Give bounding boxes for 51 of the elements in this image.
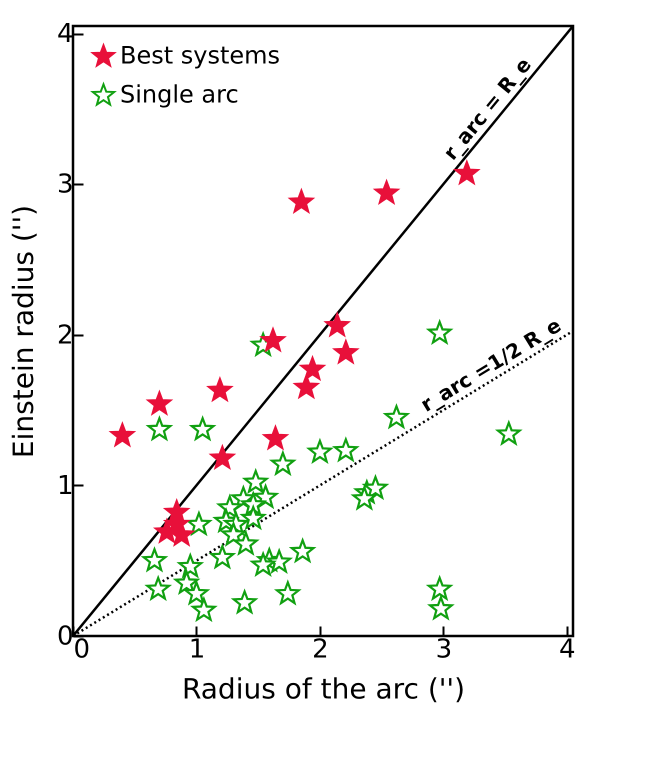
point (146, 576, 170, 600)
point (384, 405, 408, 428)
y-tick-label: 2 (56, 320, 74, 350)
point (234, 532, 258, 554)
point (294, 374, 318, 398)
point (261, 328, 285, 352)
legend-label: Best systems (120, 42, 280, 70)
x-axis-title: Radius of the arc ('') (182, 672, 466, 706)
point (164, 500, 189, 523)
point (290, 539, 315, 562)
point (300, 356, 324, 380)
point (267, 550, 292, 573)
y-tick-label: 4 (56, 19, 74, 50)
x-tick-label: 4 (559, 634, 576, 664)
point (147, 417, 172, 440)
point (110, 423, 134, 446)
y-axis-title: Einstein radius ('') (6, 204, 40, 458)
y-tick-label: 1 (56, 470, 74, 501)
point (210, 446, 234, 469)
point (276, 581, 300, 604)
point (208, 378, 232, 401)
point (374, 180, 399, 204)
point (251, 552, 276, 576)
point (232, 590, 257, 614)
point (289, 190, 314, 213)
point (454, 161, 479, 184)
point (222, 522, 246, 546)
point (325, 313, 350, 336)
point (244, 470, 268, 493)
legend-label: Single arc (120, 80, 239, 108)
point (334, 340, 358, 364)
point (334, 438, 358, 462)
point (142, 548, 166, 572)
point (192, 598, 216, 621)
point (428, 596, 453, 620)
y-tick-label: 3 (56, 170, 74, 200)
point (190, 417, 215, 440)
x-tick-label: 2 (312, 634, 329, 664)
point (364, 476, 388, 499)
point (178, 554, 202, 578)
point (308, 440, 332, 463)
point (264, 426, 288, 450)
point (210, 545, 234, 568)
x-tick-label: 3 (436, 634, 452, 664)
x-tick-label: 1 (188, 634, 206, 664)
point (147, 392, 172, 414)
point (496, 422, 521, 444)
point (428, 320, 452, 344)
point (270, 452, 295, 475)
point (186, 512, 211, 535)
point (428, 576, 452, 600)
